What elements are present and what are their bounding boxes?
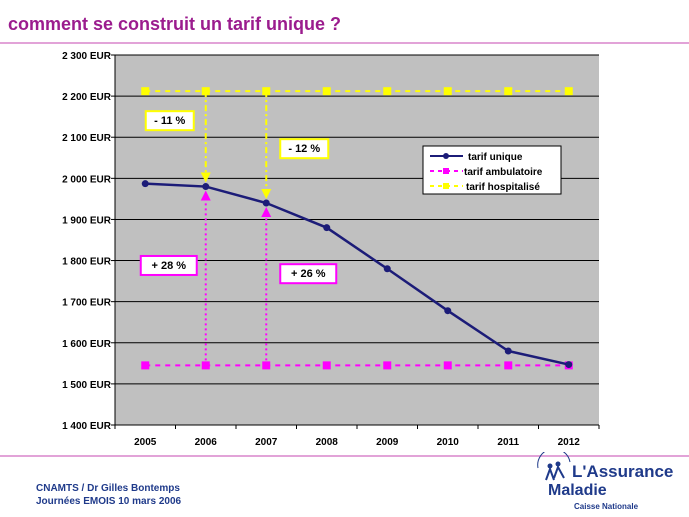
- footer-event: Journées EMOIS 10 mars 2006: [36, 496, 182, 507]
- point-tarif-hospitalise-2012: [564, 87, 573, 96]
- annotation-3-arrow-head: [200, 190, 211, 201]
- legend: tarif unique tarif ambulatoire tarif hos…: [422, 145, 562, 195]
- y-tick-label: 1 800 EUR: [62, 257, 112, 268]
- legend-label-tarif-hospitalise: tarif hospitalisé: [466, 182, 540, 193]
- slide-title: comment se construit un tarif unique ?: [8, 14, 342, 34]
- x-tick-label-2007: 2007: [255, 437, 278, 448]
- annotation-1-box: [144, 110, 195, 132]
- title-divider: [0, 42, 689, 44]
- footer-author: CNAMTS / Dr Gilles Bontemps: [36, 483, 180, 494]
- x-tick-label-2011: 2011: [497, 437, 519, 448]
- x-tick-label-2009: 2009: [376, 437, 399, 448]
- footer-divider: [0, 455, 689, 457]
- y-tick-label: 1 500 EUR: [62, 380, 112, 391]
- legend-square-tarif-hospitalise: [443, 183, 449, 189]
- logo-text-line2: Maladie: [548, 482, 607, 499]
- annotation-3-label: + 28 %: [151, 260, 186, 272]
- point-tarif-ambulatoire-2010: [443, 361, 452, 370]
- y-tick-label: 1 900 EUR: [62, 215, 112, 226]
- y-axis-ticks: 1 400 EUR 1 500 EUR 1 600 EUR 1 700 EUR 1 80…: [62, 51, 116, 432]
- assurance-maladie-logo: L'Assurance Maladie Caisse Nationale: [528, 452, 678, 514]
- point-tarif-unique-2006: [202, 183, 210, 191]
- point-tarif-ambulatoire-2009: [383, 361, 392, 370]
- annotation-1-arrow-head: [200, 172, 211, 183]
- logo-text-line3: Caisse Nationale: [574, 502, 639, 511]
- annotation-boxes: - 11 % - 12 % + 28 % + 26 %: [139, 110, 338, 285]
- legend-label-tarif-ambulatoire: tarif ambulatoire: [464, 167, 543, 178]
- annotation-1-label: - 11 %: [154, 115, 185, 127]
- annotation-4-arrow-head: [261, 207, 272, 217]
- x-tick-label-2006: 2006: [195, 437, 218, 448]
- x-tick-label-2010: 2010: [437, 437, 460, 448]
- logo-figures-icon: [537, 452, 571, 481]
- point-tarif-ambulatoire-2008: [322, 361, 331, 370]
- point-tarif-hospitalise-2005: [141, 87, 150, 96]
- logo-text-line1: L'Assurance: [572, 462, 674, 481]
- x-tick-label-2005: 2005: [134, 437, 157, 448]
- annotation-3-box: [139, 254, 198, 276]
- annotation-4-label: + 26 %: [291, 268, 326, 280]
- y-tick-label: 2 000 EUR: [62, 174, 112, 185]
- x-axis-ticks: 2005 2006 2007 2008 2009 2010 2011 2012: [114, 424, 600, 448]
- annotation-2-label: - 12 %: [288, 143, 320, 155]
- plot-area: [115, 55, 599, 425]
- y-tick-label: 2 200 EUR: [62, 92, 112, 103]
- point-tarif-unique-2007: [262, 199, 270, 207]
- point-tarif-unique-2011: [504, 347, 512, 355]
- x-tick-label-2008: 2008: [316, 437, 339, 448]
- point-tarif-unique-2012: [565, 361, 573, 369]
- annotation-4-box: [279, 263, 338, 285]
- legend-label-tarif-unique: tarif unique: [468, 152, 523, 163]
- series-line-tarif-unique: [145, 182, 570, 366]
- point-tarif-hospitalise-2008: [322, 87, 331, 96]
- annotation-arrows: [200, 91, 272, 366]
- legend-dot-tarif-unique: [443, 153, 449, 159]
- series-layer: [141, 87, 573, 370]
- point-tarif-hospitalise-2010: [443, 87, 452, 96]
- point-tarif-unique-2010: [444, 307, 452, 315]
- y-tick-label: 1 600 EUR: [62, 339, 112, 350]
- x-tick-label-2012: 2012: [558, 437, 581, 448]
- point-tarif-ambulatoire-2011: [504, 361, 513, 370]
- point-tarif-unique-2005: [141, 180, 149, 188]
- y-tick-label: 1 700 EUR: [62, 298, 112, 309]
- annotation-2-arrow-head: [261, 189, 272, 199]
- point-tarif-ambulatoire-2005: [141, 361, 150, 370]
- point-tarif-hospitalise-2011: [504, 87, 513, 96]
- line-chart: 1 400 EUR 1 500 EUR 1 600 EUR 1 700 EUR 1 80…: [62, 51, 600, 448]
- y-tick-label: 2 100 EUR: [62, 133, 112, 144]
- point-tarif-hospitalise-2009: [383, 87, 392, 96]
- annotation-2-box: [279, 138, 330, 160]
- y-tick-label: 2 300 EUR: [62, 51, 112, 62]
- legend-square-tarif-ambulatoire: [443, 168, 449, 174]
- y-tick-label: 1 400 EUR: [62, 421, 112, 432]
- point-tarif-unique-2009: [383, 265, 391, 273]
- point-tarif-unique-2008: [323, 224, 331, 232]
